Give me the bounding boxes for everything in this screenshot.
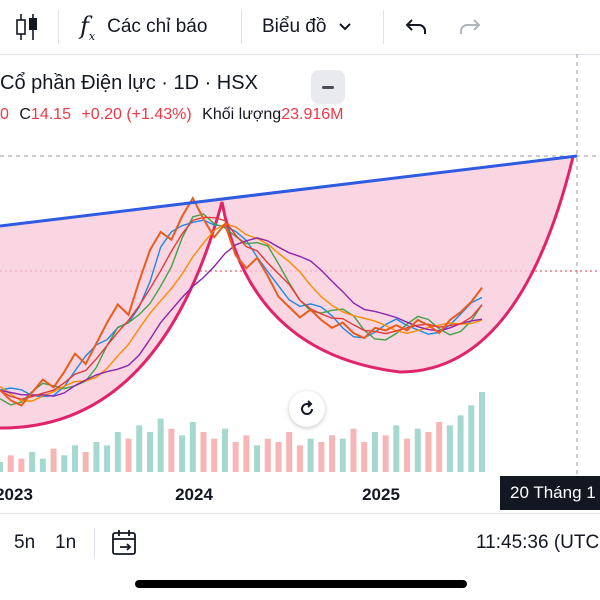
symbol-legend[interactable]: Cổ phần Điện lực · 1D · HSX: [0, 72, 258, 95]
volume-bar: [264, 438, 271, 472]
bottom-divider: [94, 528, 95, 558]
ma-ribbon-line: [0, 237, 483, 397]
volume-value: 23.916M: [281, 106, 344, 123]
price-series-line: [0, 196, 483, 407]
prev-value-fragment: 0: [0, 106, 9, 123]
volume-bar: [71, 445, 78, 472]
volume-bar: [457, 415, 464, 472]
volume-bar: [232, 442, 239, 472]
x-axis[interactable]: 2023 2024 2025: [0, 473, 600, 513]
volume-bar: [382, 435, 389, 472]
close-prefix: C: [19, 106, 31, 123]
volume-bar: [479, 392, 485, 472]
volume-bars: [0, 392, 485, 472]
calendar-arrow-icon: [112, 530, 136, 555]
volume-bar: [361, 442, 368, 472]
chart-type-label: Biểu đồ: [262, 16, 327, 37]
volume-bar: [393, 425, 400, 472]
cup-pattern-outline: [0, 156, 575, 430]
legend-collapse-button[interactable]: [311, 70, 345, 104]
volume-bar: [39, 458, 46, 472]
volume-bar: [436, 422, 443, 472]
close-value: 14.15: [30, 106, 71, 123]
x-tick-2023: 2023: [0, 485, 33, 504]
volume-bar: [254, 445, 261, 472]
go-to-date-button[interactable]: [110, 528, 140, 563]
volume-bar: [157, 418, 164, 472]
volume-bar: [7, 455, 14, 472]
price-chart[interactable]: [0, 54, 600, 474]
ma-ribbon-line: [0, 222, 483, 402]
undo-button[interactable]: [404, 0, 428, 54]
ohlc-legend: 0 C14.15 +0.20 (+1.43%) Khối lượng23.916…: [0, 106, 343, 124]
volume-bar: [307, 438, 314, 472]
home-indicator: [135, 580, 467, 588]
volume-label: Khối lượng: [202, 106, 282, 123]
clock-timezone[interactable]: 11:45:36 (UTC: [476, 532, 600, 553]
volume-bar: [136, 425, 143, 472]
x-tick-2024: 2024: [175, 485, 213, 504]
volume-bar: [146, 432, 153, 472]
volume-bar: [61, 455, 68, 472]
change-value: +0.20 (+1.43%): [81, 106, 192, 123]
volume-bar: [211, 438, 218, 472]
volume-bar: [18, 458, 25, 472]
cup-pattern-fill: [0, 157, 573, 429]
ma-ribbon-line: [0, 216, 483, 400]
chart-type-dropdown[interactable]: Biểu đồ: [262, 0, 352, 54]
indicators-button[interactable]: fx Các chỉ báo: [80, 0, 207, 54]
range-5y-button[interactable]: 5n: [14, 532, 36, 553]
indicators-label: Các chỉ báo: [107, 16, 208, 37]
symbol-title: Cổ phần Điện lực · 1D · HSX: [0, 72, 258, 94]
volume-bar: [221, 428, 228, 472]
ma-ribbon-line: [0, 219, 483, 398]
minus-icon: [322, 85, 334, 89]
volume-bar: [339, 438, 346, 472]
volume-bar: [329, 435, 336, 472]
volume-bar: [286, 432, 293, 472]
volume-bar: [104, 445, 111, 472]
volume-bar: [425, 432, 432, 472]
top-toolbar: fx Các chỉ báo Biểu đồ: [0, 0, 600, 55]
volume-bar: [296, 445, 303, 472]
crosshair-date-label: 20 Tháng 1: [500, 476, 600, 510]
x-tick-2025: 2025: [362, 485, 400, 504]
bottom-bar: 5n 1n 11:45:36 (UTC: [0, 513, 600, 574]
volume-bar: [189, 422, 196, 472]
volume-bar: [93, 442, 100, 472]
volume-bar: [168, 428, 175, 472]
redo-icon: [460, 19, 481, 34]
volume-bar: [318, 442, 325, 472]
volume-bar: [114, 432, 121, 472]
toolbar-divider: [383, 10, 384, 44]
volume-bar: [50, 448, 57, 472]
redo-button[interactable]: [458, 0, 482, 54]
range-1y-button[interactable]: 1n: [55, 532, 77, 553]
toolbar-divider: [241, 10, 242, 44]
undo-icon: [405, 19, 426, 34]
volume-bar: [414, 428, 421, 472]
volume-bar: [179, 435, 186, 472]
volume-bar: [275, 442, 282, 472]
volume-bar: [468, 405, 475, 472]
toolbar-divider: [58, 10, 59, 44]
chevron-down-icon: [339, 23, 352, 31]
function-icon: fx: [80, 11, 96, 43]
volume-bar: [446, 425, 453, 472]
rotate-icon: [301, 400, 313, 415]
candles-icon[interactable]: [14, 0, 40, 54]
volume-bar: [371, 432, 378, 472]
volume-bar: [200, 432, 207, 472]
volume-bar: [125, 438, 132, 472]
volume-bar: [0, 462, 3, 472]
volume-bar: [404, 438, 411, 472]
volume-bar: [350, 428, 357, 472]
volume-bar: [82, 452, 89, 472]
volume-bar: [29, 452, 36, 472]
resistance-trendline: [0, 154, 578, 228]
reset-chart-button[interactable]: [289, 391, 325, 427]
volume-bar: [243, 435, 250, 472]
